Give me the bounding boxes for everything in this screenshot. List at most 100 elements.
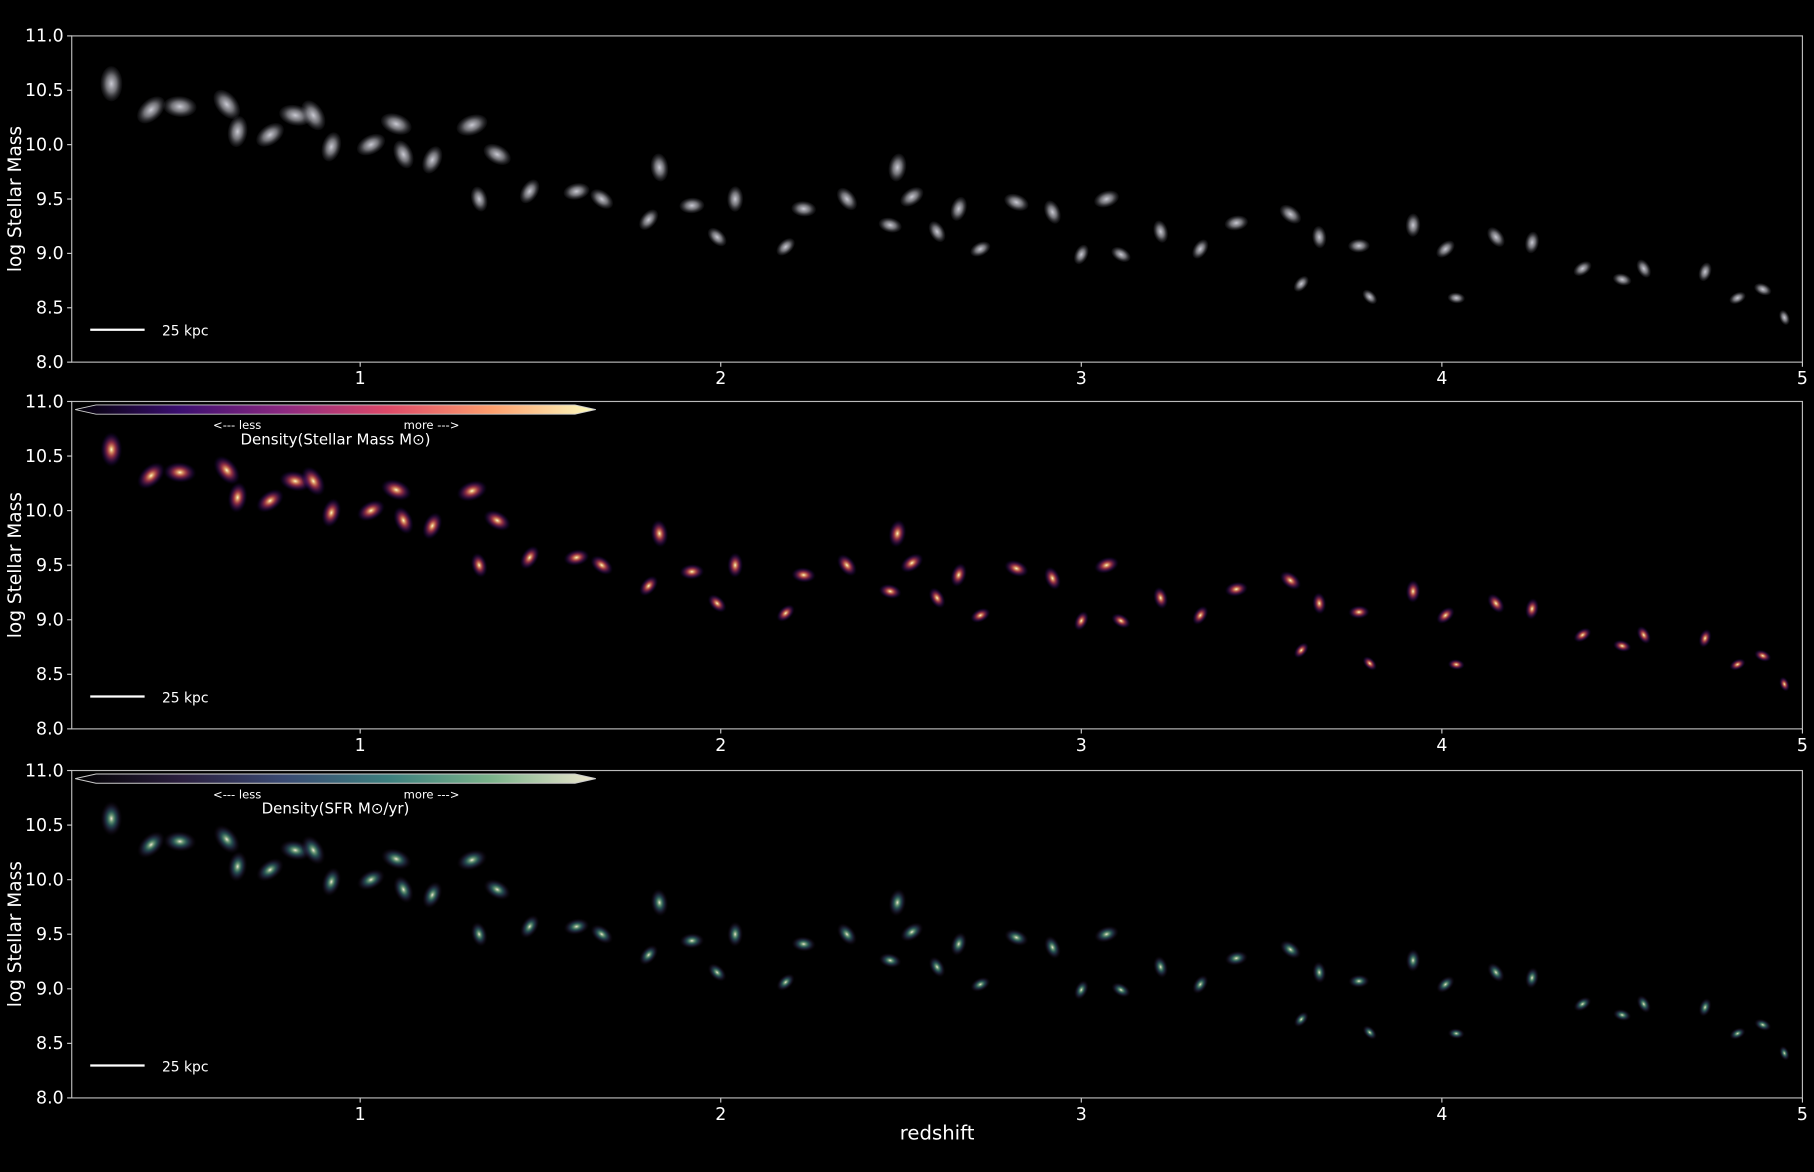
galaxy <box>1362 1025 1377 1040</box>
galaxy <box>256 123 284 147</box>
colorbar-less: <--- less <box>213 787 261 801</box>
y-tick-label: 9.5 <box>36 925 64 945</box>
galaxy <box>707 963 727 982</box>
galaxy <box>1192 239 1209 259</box>
galaxy <box>380 848 412 870</box>
galaxy <box>1153 220 1168 243</box>
galaxy <box>470 921 488 947</box>
galaxy <box>900 553 924 573</box>
galaxy <box>563 549 590 566</box>
galaxy <box>590 189 614 209</box>
galaxy <box>1525 598 1539 620</box>
y-tick-label: 8.0 <box>36 1089 64 1109</box>
galaxy <box>679 933 705 949</box>
galaxy <box>1729 291 1746 304</box>
galaxy <box>836 554 857 577</box>
galaxy <box>1094 556 1119 574</box>
galaxy <box>1044 935 1061 959</box>
galaxy <box>456 849 488 871</box>
galaxy <box>1312 961 1327 984</box>
y-tick-label: 9.5 <box>36 190 64 210</box>
galaxy <box>301 466 326 497</box>
galaxy <box>519 545 540 570</box>
galaxy <box>727 186 744 212</box>
y-tick-label: 10.5 <box>25 816 64 836</box>
scale-bar-label: 25 kpc <box>162 1059 209 1075</box>
y-tick-label: 8.0 <box>36 720 64 740</box>
galaxy <box>1192 605 1209 625</box>
y-tick-label: 9.0 <box>36 980 64 1000</box>
y-tick-label: 8.5 <box>36 299 64 319</box>
galaxy <box>1362 656 1377 671</box>
galaxy <box>928 587 946 609</box>
x-tick-label: 4 <box>1436 369 1447 389</box>
x-tick-label: 4 <box>1436 736 1447 756</box>
galaxy <box>791 201 816 217</box>
galaxy <box>1279 204 1302 224</box>
galaxy <box>1447 659 1465 670</box>
galaxy <box>1279 571 1302 590</box>
galaxy <box>100 800 123 837</box>
y-tick-label: 9.0 <box>36 244 64 264</box>
galaxy <box>900 187 924 207</box>
galaxy <box>639 944 659 966</box>
galaxy <box>483 878 511 901</box>
galaxy <box>1754 283 1772 296</box>
y-axis-label: log Stellar Mass <box>5 861 26 1007</box>
scale-bar-label: 25 kpc <box>162 690 209 706</box>
galaxy <box>321 132 342 162</box>
galaxy <box>1754 1018 1772 1031</box>
y-tick-label: 8.0 <box>36 353 64 373</box>
colorbar-label: Density(Stellar Mass M⊙) <box>240 430 430 448</box>
galaxy <box>1224 215 1248 231</box>
y-tick-label: 8.5 <box>36 1034 64 1054</box>
galaxy <box>163 831 197 852</box>
galaxy <box>393 140 414 169</box>
galaxy <box>1636 995 1651 1014</box>
galaxy <box>836 187 857 211</box>
galaxy <box>679 563 705 580</box>
galaxy <box>727 552 744 578</box>
galaxy <box>1224 950 1248 966</box>
galaxy <box>1613 273 1632 286</box>
galaxy <box>1525 967 1539 989</box>
galaxy <box>1436 240 1455 258</box>
x-tick-label: 1 <box>355 369 366 389</box>
galaxy <box>888 519 907 548</box>
galaxy <box>137 96 166 124</box>
galaxy <box>1754 649 1772 662</box>
x-tick-label: 4 <box>1436 1105 1447 1125</box>
colorbar <box>75 404 596 415</box>
galaxy <box>1573 261 1592 276</box>
galaxy <box>456 480 488 502</box>
galaxy <box>422 146 443 174</box>
galaxy <box>776 604 795 622</box>
galaxy <box>483 509 511 531</box>
galaxy <box>1004 928 1029 947</box>
galaxy <box>590 924 614 945</box>
galaxy <box>776 238 795 256</box>
galaxy <box>1779 1045 1790 1061</box>
galaxy <box>1362 289 1377 305</box>
galaxy <box>393 506 414 535</box>
galaxy <box>950 932 967 957</box>
galaxy <box>301 835 326 866</box>
x-tick-label: 5 <box>1797 736 1808 756</box>
galaxy <box>519 914 540 939</box>
galaxy <box>1192 974 1209 995</box>
galaxy <box>1074 980 1089 1000</box>
galaxy <box>878 952 902 968</box>
y-tick-label: 10.0 <box>25 870 64 890</box>
galaxy <box>100 431 123 468</box>
y-axis-label: log Stellar Mass <box>5 126 26 272</box>
galaxy <box>1153 955 1168 979</box>
galaxy <box>1573 627 1592 643</box>
galaxy <box>878 217 902 233</box>
colorbar-label: Density(SFR M⊙/yr) <box>262 799 410 817</box>
galaxy <box>1698 262 1712 282</box>
galaxy <box>970 976 991 992</box>
x-tick-label: 2 <box>715 736 726 756</box>
galaxy <box>970 607 991 623</box>
y-tick-label: 11.0 <box>25 392 64 412</box>
